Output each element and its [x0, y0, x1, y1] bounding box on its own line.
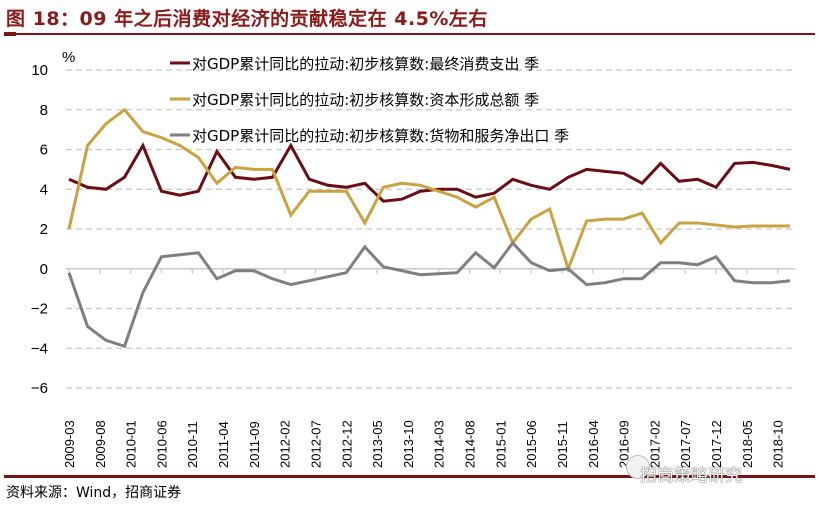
legend-label-3: 对GDP累计同比的拉动:初步核算数:货物和服务净出口 季 — [192, 127, 569, 145]
x-tick-label: 2012-02 — [278, 420, 293, 468]
series-lines — [67, 107, 791, 349]
y-tick-label: 8 — [40, 102, 48, 119]
x-tick-label: 2010-06 — [154, 420, 169, 468]
x-tick-label: 2014-03 — [432, 420, 447, 468]
y-tick-labels: 10 8 6 4 2 0 −2 −4 −6 — [31, 62, 48, 397]
wechat-logo-icon — [626, 455, 650, 479]
legend: 对GDP累计同比的拉动:初步核算数:最终消费支出 季对GDP累计同比的拉动:初步… — [170, 55, 569, 145]
series-line-3 — [67, 240, 791, 349]
x-tick-label: 2017-02 — [647, 420, 662, 468]
x-tick-label: 2018-10 — [771, 420, 786, 468]
y-tick-label: −2 — [31, 301, 48, 318]
series-line-1 — [68, 142, 791, 203]
y-tick-label: −6 — [31, 380, 48, 397]
x-tick-label: 2011-09 — [247, 421, 262, 468]
y-axis-unit: % — [62, 49, 75, 66]
y-tick-label: 10 — [31, 62, 48, 79]
bottom-rule — [4, 475, 815, 478]
figure-title: 图 18：09 年之后消费对经济的贡献稳定在 4.5%左右 — [6, 8, 488, 30]
x-tick-label: 2016-04 — [586, 420, 601, 468]
y-tick-label: 4 — [40, 181, 48, 198]
legend-label-2: 对GDP累计同比的拉动:初步核算数:资本形成总额 季 — [192, 91, 539, 109]
y-tick-label: −4 — [31, 340, 48, 357]
x-tick-label: 2015-01 — [493, 420, 508, 468]
x-tick-label: 2017-07 — [678, 420, 693, 468]
x-tick-label: 2013-05 — [370, 420, 385, 468]
x-tick-label: 2010-01 — [124, 420, 139, 468]
x-tick-label: 2013-10 — [401, 420, 416, 468]
source-note: 资料来源：Wind，招商证券 — [6, 485, 182, 501]
zero-axis — [66, 268, 795, 274]
x-tick-labels: 2009-03 2009-08 2010-01 2010-06 2010-11 2011-… — [62, 420, 786, 468]
x-tick-label: 2009-03 — [62, 420, 77, 468]
title-rule — [4, 33, 815, 35]
grid-lines — [66, 69, 795, 389]
x-tick-label: 2016-09 — [617, 420, 632, 468]
legend-label-1: 对GDP累计同比的拉动:初步核算数:最终消费支出 季 — [192, 55, 539, 73]
series-line-2 — [67, 107, 790, 274]
y-tick-label: 2 — [40, 221, 48, 238]
x-tick-label: 2012-07 — [308, 420, 323, 468]
x-tick-label: 2017-12 — [709, 420, 724, 468]
x-tick-label: 2010-11 — [185, 421, 200, 468]
y-tick-label: 6 — [40, 142, 48, 159]
watermark: 招商策略研究 — [640, 466, 742, 486]
x-tick-label: 2015-06 — [524, 420, 539, 468]
x-tick-label: 2014-08 — [463, 420, 478, 468]
x-tick-label: 2018-05 — [740, 420, 755, 468]
x-tick-label: 2009-08 — [93, 420, 108, 468]
x-tick-label: 2012-12 — [339, 420, 354, 468]
y-tick-label: 0 — [40, 261, 48, 278]
title-rule-mark — [4, 32, 16, 36]
x-tick-label: 2015-11 — [555, 421, 570, 468]
x-tick-label: 2011-04 — [216, 421, 231, 468]
